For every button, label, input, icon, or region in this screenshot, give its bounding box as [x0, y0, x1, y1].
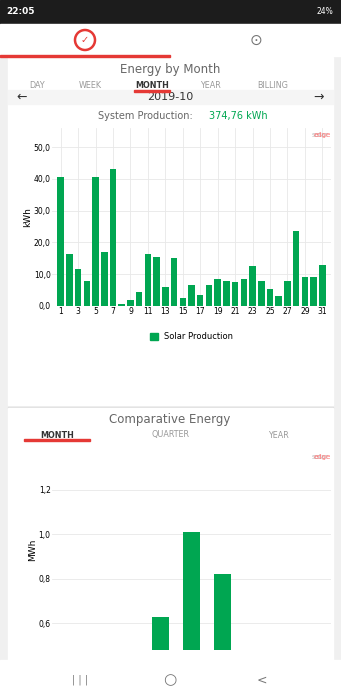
Bar: [0, 0, 341, 24]
Text: MONTH: MONTH: [135, 81, 169, 90]
Bar: [153, 257, 160, 306]
Bar: [232, 282, 238, 306]
Bar: [223, 281, 229, 306]
Text: ○: ○: [163, 673, 177, 687]
Text: ⊙: ⊙: [250, 32, 262, 48]
Bar: [183, 532, 200, 700]
Bar: [197, 295, 204, 306]
Bar: [92, 177, 99, 306]
Bar: [8, 408, 333, 660]
Bar: [319, 265, 326, 306]
Bar: [75, 270, 81, 306]
Bar: [310, 277, 317, 306]
Bar: [179, 298, 186, 306]
Text: WEEK: WEEK: [78, 81, 102, 90]
Y-axis label: kWh: kWh: [23, 207, 32, 227]
Bar: [240, 279, 247, 306]
Legend: Solar Production: Solar Production: [149, 332, 234, 341]
Bar: [214, 575, 231, 700]
Bar: [110, 169, 116, 306]
Bar: [127, 300, 134, 306]
Bar: [293, 231, 299, 306]
Text: <: <: [257, 673, 267, 687]
Bar: [24, 439, 90, 441]
Bar: [0, 660, 341, 700]
Text: ←: ←: [17, 90, 27, 104]
Text: Energy by Month: Energy by Month: [120, 64, 220, 76]
Bar: [267, 288, 273, 306]
Text: 2019-10: 2019-10: [147, 92, 193, 102]
Text: 22:05: 22:05: [6, 8, 34, 17]
Bar: [284, 281, 291, 306]
Text: BILLING: BILLING: [257, 81, 288, 90]
Bar: [57, 177, 64, 306]
Text: 24%: 24%: [316, 8, 333, 17]
Bar: [145, 253, 151, 306]
Bar: [8, 90, 333, 104]
Text: →: →: [314, 90, 324, 104]
Bar: [84, 281, 90, 306]
Bar: [0, 55, 170, 57]
Text: YEAR: YEAR: [268, 430, 288, 440]
Bar: [66, 253, 73, 306]
Bar: [258, 281, 265, 306]
Text: 374,76 kWh: 374,76 kWh: [209, 111, 268, 121]
Bar: [136, 292, 143, 306]
Bar: [152, 617, 169, 700]
Text: solar: solar: [311, 132, 328, 138]
Bar: [134, 90, 170, 92]
Text: DAY: DAY: [29, 81, 45, 90]
Y-axis label: MWh: MWh: [28, 539, 37, 561]
Text: edge: edge: [313, 132, 331, 138]
Bar: [0, 24, 341, 56]
Bar: [171, 258, 177, 306]
Text: QUARTER: QUARTER: [151, 430, 189, 440]
Bar: [276, 297, 282, 306]
Text: edge: edge: [313, 454, 331, 460]
Text: YEAR: YEAR: [199, 81, 220, 90]
Text: MONTH: MONTH: [40, 430, 74, 440]
Bar: [101, 252, 107, 306]
Text: Comparative Energy: Comparative Energy: [109, 414, 231, 426]
Bar: [118, 304, 125, 306]
Text: solar: solar: [311, 454, 328, 460]
Bar: [301, 277, 308, 306]
Text: ✓: ✓: [81, 36, 89, 46]
Bar: [214, 279, 221, 306]
Bar: [206, 286, 212, 306]
Bar: [249, 266, 256, 306]
Text: System Production:: System Production:: [98, 111, 196, 121]
Bar: [8, 407, 333, 408]
Bar: [162, 287, 168, 306]
Text: | | |: | | |: [72, 675, 88, 685]
Bar: [188, 286, 195, 306]
Bar: [8, 57, 333, 405]
